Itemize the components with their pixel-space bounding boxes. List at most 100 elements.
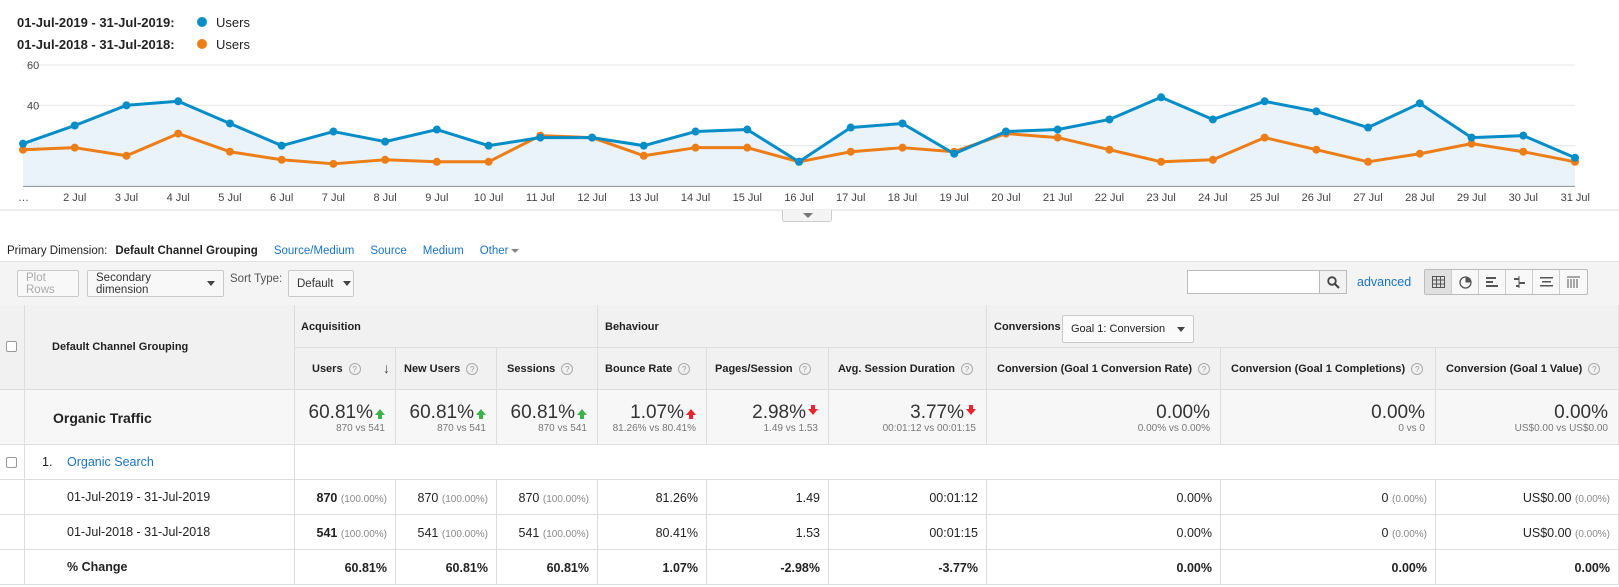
goal-dropdown[interactable]: Goal 1: Conversion xyxy=(1062,315,1195,343)
data-point[interactable] xyxy=(1519,131,1528,140)
data-point[interactable] xyxy=(70,143,79,152)
data-point[interactable] xyxy=(691,143,700,152)
help-icon[interactable]: ? xyxy=(348,363,361,376)
secondary-dimension-dropdown[interactable]: Secondary dimension xyxy=(87,270,224,297)
data-point[interactable] xyxy=(1519,147,1528,156)
help-icon[interactable]: ? xyxy=(1411,363,1424,376)
help-icon[interactable]: ? xyxy=(1197,363,1210,376)
data-point[interactable] xyxy=(329,127,338,136)
data-point[interactable] xyxy=(536,133,545,142)
data-point[interactable] xyxy=(950,149,959,158)
data-point[interactable] xyxy=(1571,153,1579,162)
data-point[interactable] xyxy=(588,133,597,142)
data-point[interactable] xyxy=(1053,125,1062,134)
data-point[interactable] xyxy=(1415,99,1424,108)
help-icon[interactable]: ? xyxy=(1588,363,1601,376)
data-point[interactable] xyxy=(70,121,79,130)
data-point[interactable] xyxy=(846,147,855,156)
data-point[interactable] xyxy=(1208,115,1217,124)
column-header-sessions[interactable]: Sessions? xyxy=(497,348,598,390)
data-point[interactable] xyxy=(484,141,493,150)
data-point[interactable] xyxy=(432,157,441,166)
column-header-users[interactable]: Users? ↓ xyxy=(295,348,396,390)
data-point[interactable] xyxy=(122,151,131,160)
help-icon[interactable]: ? xyxy=(798,363,811,376)
chart-resize-handle[interactable] xyxy=(782,210,832,222)
data-point[interactable] xyxy=(743,125,752,134)
sort-type-dropdown[interactable]: Default xyxy=(288,270,354,297)
view-table-button[interactable] xyxy=(1425,270,1452,294)
search-button[interactable] xyxy=(1319,270,1347,294)
data-point[interactable] xyxy=(639,151,648,160)
help-icon[interactable]: ? xyxy=(466,363,479,376)
column-header-bounce-rate[interactable]: Bounce Rate? xyxy=(598,348,707,390)
advanced-filter-link[interactable]: advanced xyxy=(1357,275,1412,289)
data-point[interactable] xyxy=(432,125,441,134)
data-point[interactable] xyxy=(1467,133,1476,142)
data-point[interactable] xyxy=(795,157,803,166)
dimension-source-medium[interactable]: Source/Medium xyxy=(273,245,355,257)
help-icon[interactable]: ? xyxy=(561,363,574,376)
data-point[interactable] xyxy=(691,127,700,136)
data-point[interactable] xyxy=(174,97,183,106)
data-point[interactable] xyxy=(846,123,855,132)
data-point[interactable] xyxy=(225,147,234,156)
help-icon[interactable]: ? xyxy=(960,363,973,376)
table-search-input[interactable] xyxy=(1187,270,1320,294)
view-comparison-button[interactable] xyxy=(1506,270,1533,294)
data-point[interactable] xyxy=(743,143,752,152)
dimension-medium[interactable]: Medium xyxy=(422,245,464,257)
data-point[interactable] xyxy=(19,145,27,154)
view-pie-button[interactable] xyxy=(1452,270,1479,294)
row-checkbox[interactable] xyxy=(6,457,17,468)
data-point[interactable] xyxy=(381,155,390,164)
data-point[interactable] xyxy=(122,101,131,110)
view-bar-button[interactable] xyxy=(1479,270,1506,294)
data-point[interactable] xyxy=(1157,157,1166,166)
data-point[interactable] xyxy=(381,137,390,146)
data-point[interactable] xyxy=(19,139,27,148)
data-point[interactable] xyxy=(1260,97,1269,106)
dimension-default-channel-grouping[interactable]: Default Channel Grouping xyxy=(115,245,258,266)
view-term-cloud-button[interactable] xyxy=(1533,270,1560,294)
cell-number: US$0.00 xyxy=(1522,526,1572,540)
help-icon[interactable]: ? xyxy=(678,363,691,376)
data-point[interactable] xyxy=(1467,139,1476,148)
column-label: New Users xyxy=(404,363,461,375)
plot-rows-button[interactable]: Plot Rows xyxy=(17,270,79,297)
data-point[interactable] xyxy=(484,157,493,166)
data-point[interactable] xyxy=(1312,145,1321,154)
data-point[interactable] xyxy=(1105,115,1114,124)
data-point[interactable] xyxy=(1364,157,1373,166)
row-dimension-link[interactable]: Organic Search xyxy=(67,455,154,469)
data-point[interactable] xyxy=(225,119,234,128)
dimension-other[interactable]: Other xyxy=(480,245,520,257)
data-point[interactable] xyxy=(1157,93,1166,102)
data-point[interactable] xyxy=(1208,155,1217,164)
data-point[interactable] xyxy=(174,129,183,138)
data-point[interactable] xyxy=(898,119,907,128)
data-point[interactable] xyxy=(898,143,907,152)
data-point[interactable] xyxy=(1105,145,1114,154)
data-point[interactable] xyxy=(277,141,286,150)
data-point[interactable] xyxy=(1415,149,1424,158)
column-header-pages-session[interactable]: Pages/Session? xyxy=(707,348,829,390)
data-point[interactable] xyxy=(639,141,648,150)
column-header-conversion-rate[interactable]: Conversion (Goal 1 Conversion Rate)? xyxy=(987,348,1221,390)
column-header-completions[interactable]: Conversion (Goal 1 Completions)? xyxy=(1221,348,1436,390)
data-point[interactable] xyxy=(1364,123,1373,132)
view-pivot-button[interactable] xyxy=(1560,270,1587,294)
dimension-source[interactable]: Source xyxy=(370,245,407,257)
column-header-avg-session-duration[interactable]: Avg. Session Duration? xyxy=(829,348,987,390)
column-header-goal-value[interactable]: Conversion (Goal 1 Value)? xyxy=(1436,348,1619,390)
data-point[interactable] xyxy=(1312,107,1321,116)
data-point[interactable] xyxy=(1001,127,1010,136)
data-point[interactable] xyxy=(1053,133,1062,142)
data-point[interactable] xyxy=(329,159,338,168)
select-all-checkbox[interactable] xyxy=(6,341,17,352)
data-point[interactable] xyxy=(277,155,286,164)
column-header-new-users[interactable]: New Users? xyxy=(396,348,497,390)
data-point[interactable] xyxy=(1260,133,1269,142)
